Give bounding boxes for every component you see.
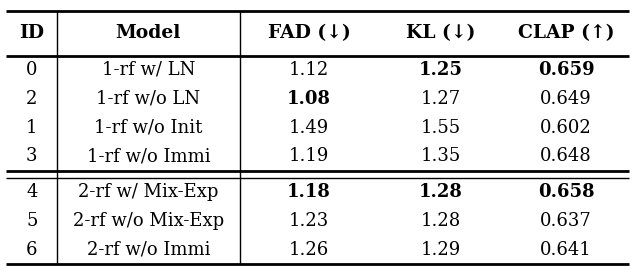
Text: 1.08: 1.08 bbox=[287, 90, 331, 108]
Text: 0.641: 0.641 bbox=[540, 241, 592, 259]
Text: 1.12: 1.12 bbox=[289, 61, 329, 79]
Text: 2-rf w/o Mix-Exp: 2-rf w/o Mix-Exp bbox=[73, 212, 224, 230]
Text: 1.26: 1.26 bbox=[289, 241, 329, 259]
Text: 1.49: 1.49 bbox=[289, 119, 329, 136]
Text: 1-rf w/ LN: 1-rf w/ LN bbox=[102, 61, 195, 79]
Text: FAD (↓): FAD (↓) bbox=[268, 24, 351, 42]
Text: 3: 3 bbox=[26, 147, 37, 165]
Text: 1-rf w/o Init: 1-rf w/o Init bbox=[94, 119, 203, 136]
Text: 1.27: 1.27 bbox=[421, 90, 461, 108]
Text: 6: 6 bbox=[26, 241, 37, 259]
Text: 1.55: 1.55 bbox=[421, 119, 461, 136]
Text: 1: 1 bbox=[26, 119, 37, 136]
Text: 0.602: 0.602 bbox=[540, 119, 592, 136]
Text: 0.658: 0.658 bbox=[538, 183, 595, 201]
Text: 0.659: 0.659 bbox=[538, 61, 595, 79]
Text: 1.29: 1.29 bbox=[421, 241, 461, 259]
Text: 1.23: 1.23 bbox=[289, 212, 329, 230]
Text: 0.649: 0.649 bbox=[540, 90, 592, 108]
Text: KL (↓): KL (↓) bbox=[406, 24, 476, 42]
Text: 2: 2 bbox=[26, 90, 37, 108]
Text: 1.28: 1.28 bbox=[419, 183, 463, 201]
Text: 1-rf w/o Immi: 1-rf w/o Immi bbox=[87, 147, 210, 165]
Text: Model: Model bbox=[116, 24, 181, 42]
Text: 5: 5 bbox=[26, 212, 37, 230]
Text: 0.648: 0.648 bbox=[540, 147, 592, 165]
Text: 0: 0 bbox=[26, 61, 37, 79]
Text: 1.35: 1.35 bbox=[421, 147, 461, 165]
Text: 1-rf w/o LN: 1-rf w/o LN bbox=[96, 90, 200, 108]
Text: 1.25: 1.25 bbox=[419, 61, 463, 79]
Text: CLAP (↑): CLAP (↑) bbox=[518, 24, 614, 42]
Text: 0.637: 0.637 bbox=[540, 212, 592, 230]
Text: 2-rf w/ Mix-Exp: 2-rf w/ Mix-Exp bbox=[78, 183, 219, 201]
Text: 4: 4 bbox=[26, 183, 37, 201]
Text: 1.28: 1.28 bbox=[421, 212, 461, 230]
Text: ID: ID bbox=[19, 24, 44, 42]
Text: 1.19: 1.19 bbox=[289, 147, 329, 165]
Text: 1.18: 1.18 bbox=[287, 183, 331, 201]
Text: 2-rf w/o Immi: 2-rf w/o Immi bbox=[87, 241, 210, 259]
